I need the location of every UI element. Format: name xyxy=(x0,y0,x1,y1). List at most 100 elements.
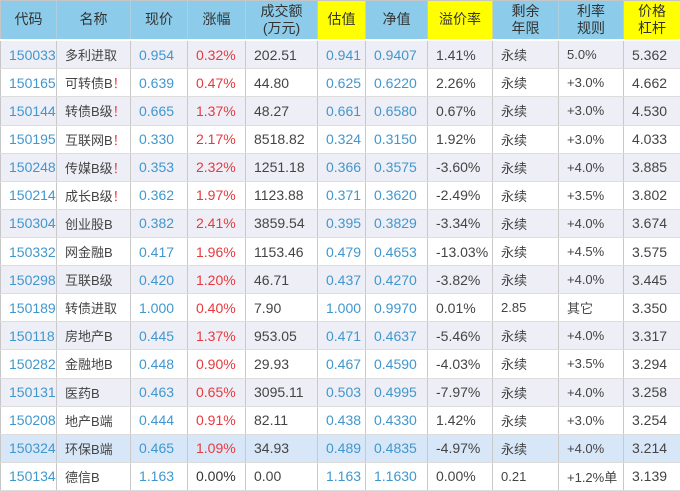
table-row[interactable]: 150189 转债进取 1.000 0.40% 7.90 1.000 0.9970 0.01%… xyxy=(0,293,680,323)
premium-value: -3.82% xyxy=(436,271,481,288)
leverage-value: 3.317 xyxy=(632,327,668,344)
premium-value: 1.42% xyxy=(436,412,476,429)
cell-change: 0.47% xyxy=(187,68,246,98)
cell-net_value: 0.4590 xyxy=(365,349,428,379)
table-row[interactable]: 150214 成长B级！ 0.362 1.97% 1123.88 0.371 0.3620-… xyxy=(0,181,680,210)
cell-estimate: 0.437 xyxy=(317,265,366,295)
leverage-value: 3.350 xyxy=(632,299,668,316)
cell-code: 150189 xyxy=(0,293,57,323)
table-row[interactable]: 150208 地产B端 0.444 0.91% 82.11 0.438 0.4330 1.42… xyxy=(0,406,680,435)
table-row[interactable]: 150248 传媒B级！ 0.353 2.32% 1251.18 0.366 0.3575-… xyxy=(0,153,680,182)
volume-value: 46.71 xyxy=(254,271,290,288)
cell-code: 150208 xyxy=(0,406,57,435)
cell-net_value: 0.9407 xyxy=(365,40,428,70)
volume-value: 34.93 xyxy=(254,440,290,457)
cell-code: 150165 xyxy=(0,68,57,98)
column-header-volume[interactable]: 成交额 (万元) xyxy=(245,0,318,41)
cell-rate_rule: +3.0% xyxy=(558,68,624,98)
price-value: 0.420 xyxy=(139,271,175,288)
table-row[interactable]: 150165 可转债B！ 0.639 0.47% 44.80 0.625 0.6220 2.2… xyxy=(0,68,680,98)
column-header-name[interactable]: 名称 xyxy=(56,0,131,41)
estimate-value: 0.471 xyxy=(326,327,362,344)
alert-mark: ！ xyxy=(112,104,126,120)
column-header-years[interactable]: 剩余 年限 xyxy=(492,0,559,41)
table-row[interactable]: 150118 房地产B 0.445 1.37% 953.05 0.471 0.4637 -5.… xyxy=(0,321,680,351)
leverage-value: 3.885 xyxy=(632,159,668,176)
change-value: 0.40% xyxy=(196,299,236,316)
volume-value: 0.00 xyxy=(254,468,282,485)
column-header-code[interactable]: 代码 xyxy=(0,0,57,41)
years-value: 永续 xyxy=(501,357,528,373)
column-header-label: 剩余 年限 xyxy=(511,2,540,37)
table-row[interactable]: 150033 多利进取 0.954 0.32% 202.51 0.941 0.9407 1.4… xyxy=(0,40,680,70)
table-row[interactable]: 150324 环保B端 0.465 1.09% 34.93 0.489 0.4835 -4.9… xyxy=(0,434,680,463)
cell-code: 150324 xyxy=(0,434,57,463)
alert-mark: ！ xyxy=(112,188,126,204)
change-value: 1.37% xyxy=(196,102,236,119)
cell-years: 永续 xyxy=(492,265,559,295)
cell-volume: 1153.46 xyxy=(245,237,318,267)
cell-leverage: 3.254 xyxy=(623,406,680,435)
cell-price: 0.417 xyxy=(130,237,188,267)
column-header-net_value[interactable]: 净值 xyxy=(365,0,428,41)
premium-value: 1.41% xyxy=(436,46,476,63)
code-value: 150332 xyxy=(9,243,56,260)
table-row[interactable]: 150144 转债B级！ 0.665 1.37% 48.27 0.661 0.6580 0.6… xyxy=(0,96,680,126)
change-value: 1.96% xyxy=(196,243,236,260)
cell-years: 0.21 xyxy=(492,462,559,491)
column-header-label: 代码 xyxy=(14,11,43,28)
volume-value: 82.11 xyxy=(254,412,288,429)
cell-price: 1.000 xyxy=(130,293,188,323)
cell-volume: 3859.54 xyxy=(245,209,318,238)
code-value: 150298 xyxy=(9,271,56,288)
column-header-label: 净值 xyxy=(382,11,411,28)
estimate-value: 0.371 xyxy=(326,187,362,204)
column-header-change[interactable]: 涨幅 xyxy=(187,0,246,41)
cell-name: 传媒B级！ xyxy=(56,153,131,182)
column-header-rate_rule[interactable]: 利率 规则 xyxy=(558,0,624,41)
cell-change: 0.00% xyxy=(187,462,246,491)
cell-leverage: 3.445 xyxy=(623,265,680,295)
net_value-value: 0.6580 xyxy=(374,102,417,119)
table-row[interactable]: 150332 网金融B 0.417 1.96% 1153.46 0.479 0.4653 -1… xyxy=(0,237,680,267)
leverage-value: 3.674 xyxy=(632,215,668,232)
cell-price: 1.163 xyxy=(130,462,188,491)
table-row[interactable]: 150304 创业股B 0.382 2.41% 3859.54 0.395 0.3829 -3… xyxy=(0,209,680,238)
table-row[interactable]: 150131 医药B 0.463 0.65% 3095.11 0.503 0.4995 -7.… xyxy=(0,378,680,407)
cell-premium: -5.46% xyxy=(427,321,493,351)
rate_rule-value: +1.2%单 xyxy=(567,469,618,485)
cell-estimate: 0.625 xyxy=(317,68,366,98)
leverage-value: 4.033 xyxy=(632,131,668,148)
column-header-price[interactable]: 现价 xyxy=(130,0,188,41)
premium-value: -13.03% xyxy=(436,243,489,260)
table-row[interactable]: 150195 互联网B！ 0.330 2.17% 8518.82 0.324 0.3150 1… xyxy=(0,125,680,154)
cell-years: 永续 xyxy=(492,434,559,463)
cell-code: 150304 xyxy=(0,209,57,238)
change-value: 0.91% xyxy=(196,412,236,429)
estimate-value: 0.489 xyxy=(326,440,362,457)
code-value: 150248 xyxy=(9,159,56,176)
years-value: 0.21 xyxy=(501,468,527,484)
net_value-value: 0.3620 xyxy=(374,187,417,204)
name-value: 创业股B xyxy=(65,216,113,232)
table-row[interactable]: 150134 德信B 1.163 0.00% 0.00 1.163 1.1630 0.00% 0… xyxy=(0,462,680,491)
column-header-leverage[interactable]: 价格 杠杆 xyxy=(623,0,680,41)
cell-change: 2.41% xyxy=(187,209,246,238)
net_value-value: 0.3829 xyxy=(374,215,417,232)
cell-code: 150248 xyxy=(0,153,57,182)
cell-net_value: 0.4270 xyxy=(365,265,428,295)
cell-name: 金融地B xyxy=(56,349,131,379)
years-value: 永续 xyxy=(501,273,528,289)
cell-estimate: 1.163 xyxy=(317,462,366,491)
column-header-label: 利率 规则 xyxy=(577,2,605,37)
rate_rule-value: +3.0% xyxy=(567,412,605,428)
cell-estimate: 0.395 xyxy=(317,209,366,238)
cell-code: 150118 xyxy=(0,321,57,351)
column-header-premium[interactable]: 溢价率 xyxy=(427,0,493,41)
table-row[interactable]: 150298 互联B级 0.420 1.20% 46.71 0.437 0.4270 -3.8… xyxy=(0,265,680,295)
cell-rate_rule: +4.5% xyxy=(558,237,624,267)
column-header-estimate[interactable]: 估值 xyxy=(317,0,366,41)
name-value: 德信B xyxy=(65,469,100,485)
table-row[interactable]: 150282 金融地B 0.448 0.90% 29.93 0.467 0.4590 -4.0… xyxy=(0,349,680,379)
price-value: 0.330 xyxy=(139,131,175,148)
